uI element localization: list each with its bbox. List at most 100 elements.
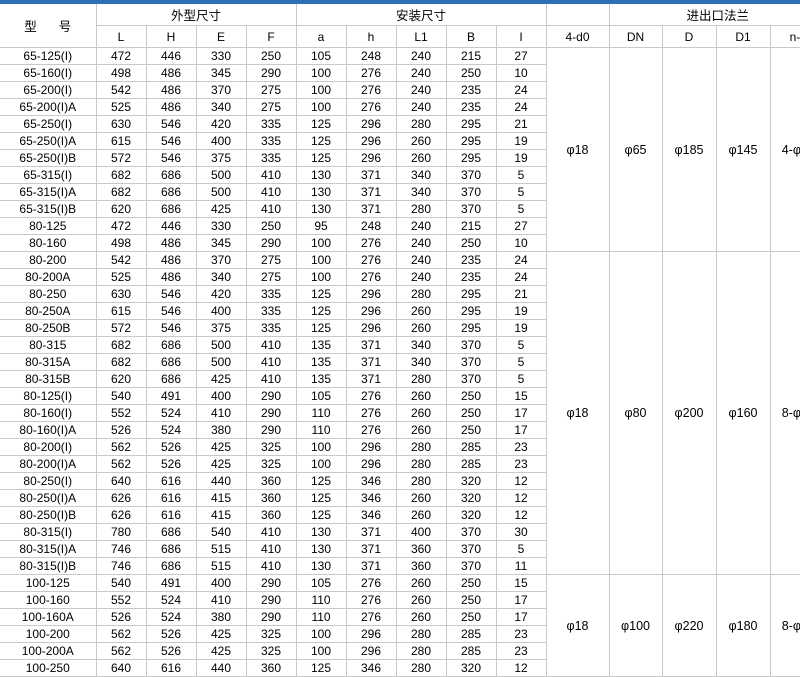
cell-model: 80-200 — [0, 251, 97, 269]
model-label-part2: 号 — [58, 20, 72, 34]
cell-L1: 260 — [395, 387, 447, 405]
cell-B: 250 — [445, 608, 497, 626]
cell-L1: 260 — [395, 421, 447, 439]
cell-4-d0: φ18 — [545, 251, 610, 575]
cell-L1: 360 — [395, 557, 447, 575]
table-row: 80-250(I)A 626 616 415 360 125 346 260 320 12 — [0, 489, 800, 507]
cell-F: 275 — [245, 98, 297, 116]
cell-L: 498 — [95, 234, 147, 252]
cell-I: 23 — [495, 625, 547, 643]
cell-L: 540 — [95, 574, 147, 592]
cell-F: 325 — [245, 438, 297, 456]
cell-E: 400 — [195, 132, 247, 150]
cell-L: 526 — [95, 608, 147, 626]
cell-H: 546 — [145, 302, 197, 320]
cell-L1: 280 — [395, 115, 447, 133]
cell-a: 125 — [295, 302, 347, 320]
cell-L1: 260 — [395, 404, 447, 422]
cell-a: 130 — [295, 523, 347, 541]
header-col-H: H — [145, 25, 197, 48]
cell-a: 125 — [295, 659, 347, 677]
table-row: 80-315B 620 686 425 410 135 371 280 370 5 — [0, 370, 800, 388]
cell-B: 250 — [445, 404, 497, 422]
cell-B: 295 — [445, 115, 497, 133]
cell-D: φ200 — [661, 251, 717, 575]
cell-L1: 240 — [395, 98, 447, 116]
cell-L1: 280 — [395, 438, 447, 456]
cell-L1: 280 — [395, 659, 447, 677]
cell-model: 100-250 — [0, 659, 97, 677]
table-row: 80-160 498 486 345 290 100 276 240 250 10 — [0, 234, 800, 252]
table-row: 80-250(I)B 626 616 415 360 125 346 260 320 12 — [0, 506, 800, 524]
cell-I: 19 — [495, 132, 547, 150]
cell-L1: 400 — [395, 523, 447, 541]
cell-I: 21 — [495, 285, 547, 303]
header-group-row: 型号 外型尺寸 安装尺寸 进出口法兰 — [0, 4, 800, 48]
cell-h: 276 — [345, 574, 397, 592]
header-group-inlet-outlet-flange: 进出口法兰 — [608, 4, 800, 26]
table-row: 80-250(I) 640 616 440 360 125 346 280 320 12 — [0, 472, 800, 490]
cell-F: 360 — [245, 489, 297, 507]
cell-I: 17 — [495, 608, 547, 626]
cell-L: 746 — [95, 557, 147, 575]
cell-F: 360 — [245, 472, 297, 490]
cell-a: 100 — [295, 98, 347, 116]
cell-I: 24 — [495, 251, 547, 269]
cell-F: 410 — [245, 353, 297, 371]
cell-model: 80-200(I) — [0, 438, 97, 456]
header-model: 型号 — [0, 4, 97, 48]
cell-E: 425 — [195, 642, 247, 660]
cell-F: 290 — [245, 591, 297, 609]
cell-I: 5 — [495, 353, 547, 371]
cell-L1: 340 — [395, 183, 447, 201]
cell-H: 686 — [145, 166, 197, 184]
header-col-E: E — [195, 25, 247, 48]
cell-model: 100-200A — [0, 642, 97, 660]
cell-L1: 240 — [395, 251, 447, 269]
cell-I: 11 — [495, 557, 547, 575]
cell-a: 95 — [295, 217, 347, 235]
cell-model: 80-315(I)A — [0, 540, 97, 558]
cell-H: 486 — [145, 64, 197, 82]
cell-I: 23 — [495, 642, 547, 660]
cell-I: 15 — [495, 387, 547, 405]
cell-L1: 280 — [395, 455, 447, 473]
cell-B: 370 — [445, 183, 497, 201]
cell-B: 250 — [445, 421, 497, 439]
cell-F: 325 — [245, 642, 297, 660]
cell-h: 248 — [345, 47, 397, 65]
cell-L: 682 — [95, 336, 147, 354]
cell-B: 235 — [445, 81, 497, 99]
cell-H: 526 — [145, 642, 197, 660]
cell-H: 686 — [145, 336, 197, 354]
cell-h: 296 — [345, 115, 397, 133]
cell-B: 250 — [445, 234, 497, 252]
cell-model: 80-315(I) — [0, 523, 97, 541]
cell-a: 125 — [295, 115, 347, 133]
cell-B: 295 — [445, 302, 497, 320]
top-accent-bar — [0, 0, 800, 4]
cell-a: 105 — [295, 47, 347, 65]
cell-h: 276 — [345, 387, 397, 405]
cell-B: 370 — [445, 336, 497, 354]
cell-B: 370 — [445, 353, 497, 371]
cell-L: 615 — [95, 132, 147, 150]
header-group-blank — [545, 4, 610, 26]
cell-L: 682 — [95, 183, 147, 201]
cell-L1: 240 — [395, 268, 447, 286]
cell-F: 335 — [245, 302, 297, 320]
cell-B: 370 — [445, 557, 497, 575]
cell-L: 615 — [95, 302, 147, 320]
cell-h: 276 — [345, 64, 397, 82]
header-col-L1: L1 — [395, 25, 447, 48]
cell-a: 125 — [295, 489, 347, 507]
cell-L1: 340 — [395, 336, 447, 354]
cell-model: 100-160 — [0, 591, 97, 609]
cell-E: 425 — [195, 455, 247, 473]
cell-L: 542 — [95, 251, 147, 269]
cell-H: 524 — [145, 404, 197, 422]
cell-h: 296 — [345, 319, 397, 337]
cell-E: 380 — [195, 608, 247, 626]
cell-h: 371 — [345, 183, 397, 201]
cell-a: 100 — [295, 81, 347, 99]
